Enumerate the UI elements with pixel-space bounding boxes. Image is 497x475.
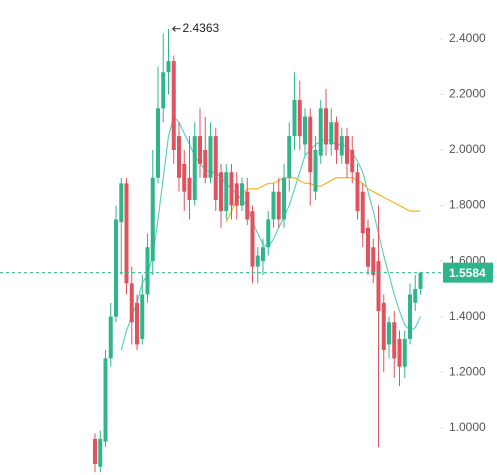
candle-body <box>108 316 113 359</box>
max-label: 2.4363 <box>183 21 220 35</box>
candle-body <box>266 219 271 248</box>
candle-body <box>213 136 218 200</box>
moving-average-line <box>120 115 422 351</box>
candle-body <box>303 116 307 145</box>
candle-body <box>334 122 339 150</box>
candle-body <box>119 183 124 223</box>
candle-body <box>355 172 360 212</box>
candle-body <box>413 288 418 303</box>
candle-body <box>114 219 118 317</box>
candle-body <box>135 302 139 345</box>
candle-body <box>177 136 181 178</box>
candle-body <box>408 294 412 339</box>
candle-body <box>350 150 355 173</box>
candle-body <box>234 183 239 206</box>
candle-body <box>255 255 260 267</box>
candle-body <box>360 191 365 234</box>
candle-body <box>250 211 255 267</box>
candle-body <box>166 61 171 73</box>
candle-body <box>324 108 328 145</box>
candle-body <box>156 108 160 178</box>
y-tick-label: 1.0000 <box>449 420 486 434</box>
candle-body <box>182 163 187 192</box>
candle-body <box>124 183 129 284</box>
candle-body <box>282 177 286 220</box>
candle-body <box>203 150 208 178</box>
y-tick-label: 1.8000 <box>449 198 486 212</box>
candle-body <box>292 100 297 137</box>
candle-body <box>387 322 391 345</box>
y-tick-label: 2.0000 <box>449 142 486 156</box>
candle-body <box>366 227 370 267</box>
candle-body <box>287 136 292 178</box>
candle-body <box>192 136 197 200</box>
candle-body <box>198 136 202 164</box>
candle-body <box>208 136 213 178</box>
candle-body <box>397 338 402 367</box>
candle-body <box>313 150 318 192</box>
candle-body <box>318 108 323 156</box>
y-tick-label: 1.4000 <box>449 309 486 323</box>
max-arrow <box>172 25 181 32</box>
y-tick-label: 1.2000 <box>449 364 486 378</box>
candle-body <box>224 172 229 212</box>
candle-body <box>98 438 103 467</box>
candle-body <box>229 172 234 206</box>
candle-body <box>150 177 155 262</box>
candle-body <box>261 247 265 262</box>
candle-body <box>345 136 349 164</box>
candle-body <box>129 283 134 323</box>
candle-body <box>329 122 334 145</box>
candle-body <box>418 272 423 289</box>
candle-body <box>161 72 166 109</box>
candle-body <box>271 191 276 220</box>
candle-body <box>103 358 108 442</box>
candle-body <box>219 172 223 212</box>
candle-body <box>392 322 397 359</box>
candle-body <box>145 247 150 295</box>
candle-body <box>297 100 302 137</box>
candle-body <box>381 302 386 350</box>
candle-body <box>93 438 97 464</box>
moving-average-line <box>225 177 421 223</box>
y-tick-label: 2.2000 <box>449 87 486 101</box>
candle-body <box>240 183 244 206</box>
candle-body <box>140 294 145 339</box>
candle-body <box>187 177 192 200</box>
candle-body <box>402 338 407 367</box>
candle-body <box>276 191 281 220</box>
last-price-label: 1.5584 <box>449 266 486 280</box>
candle-body <box>308 116 313 173</box>
candle-body <box>339 136 344 156</box>
candle-body <box>371 247 376 275</box>
candle-body <box>245 191 250 220</box>
y-tick-label: 2.4000 <box>449 31 486 45</box>
last-price-tag <box>443 262 493 283</box>
candle-body <box>171 61 176 150</box>
candle-body <box>376 261 381 312</box>
